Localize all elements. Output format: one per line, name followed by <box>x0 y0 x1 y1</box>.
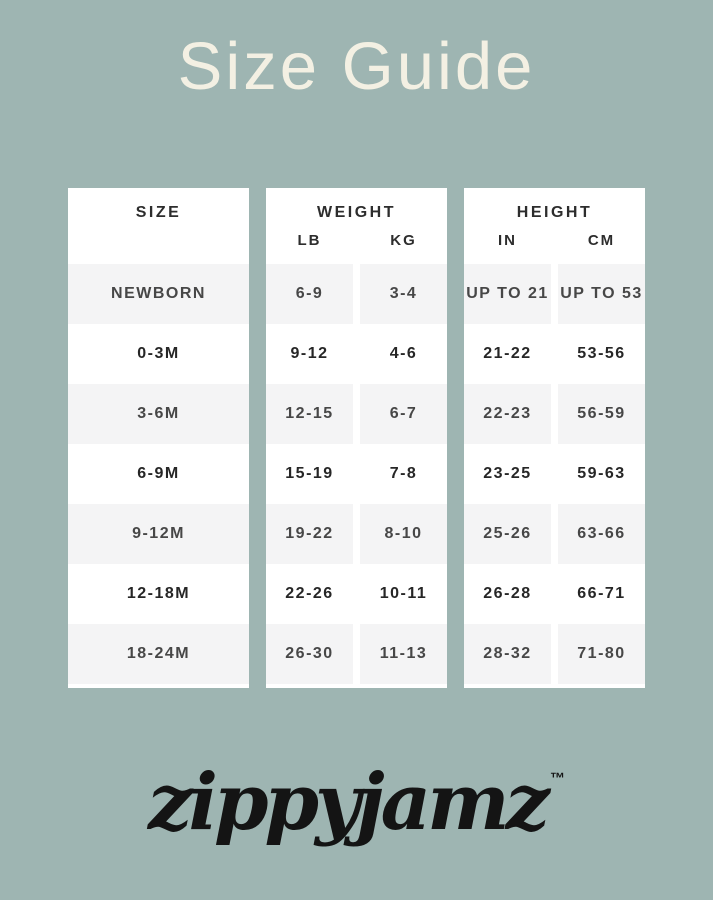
table-row: 6-9M <box>68 444 249 504</box>
weight-kg-cell: 4-6 <box>360 324 447 384</box>
height-cm-cell: 59-63 <box>558 444 645 504</box>
table-row: 9-12 4-6 <box>266 324 447 384</box>
weight-subheaders: LB KG <box>266 232 447 249</box>
table-row: 12-15 6-7 <box>266 384 447 444</box>
height-cm-cell: 71-80 <box>558 624 645 684</box>
table-row: 3-6M <box>68 384 249 444</box>
weight-kg-cell: 3-4 <box>360 264 447 324</box>
table-row: UP TO 21 UP TO 53 <box>464 264 645 324</box>
height-unit-in: IN <box>498 232 517 249</box>
height-table: HEIGHT IN CM UP TO 21 UP TO 53 21-22 53-… <box>464 188 645 688</box>
table-row: 9-12M <box>68 504 249 564</box>
weight-unit-lb: LB <box>297 232 322 249</box>
height-in-cell: 23-25 <box>464 444 551 504</box>
table-row: 28-32 71-80 <box>464 624 645 684</box>
height-in-cell: UP TO 21 <box>464 264 551 324</box>
weight-lb-cell: 9-12 <box>266 324 353 384</box>
tables-container: SIZE NEWBORN 0-3M 3-6M 6-9M 9-12M 12-18M… <box>68 188 645 688</box>
weight-table: WEIGHT LB KG 6-9 3-4 9-12 4-6 12-15 6-7 … <box>266 188 447 688</box>
table-row: 21-22 53-56 <box>464 324 645 384</box>
height-in-cell: 22-23 <box>464 384 551 444</box>
table-row: 19-22 8-10 <box>266 504 447 564</box>
weight-lb-cell: 19-22 <box>266 504 353 564</box>
size-cell: 12-18M <box>68 564 249 624</box>
weight-kg-cell: 11-13 <box>360 624 447 684</box>
weight-lb-cell: 12-15 <box>266 384 353 444</box>
table-row: 22-26 10-11 <box>266 564 447 624</box>
table-row: 25-26 63-66 <box>464 504 645 564</box>
weight-unit-kg: KG <box>390 232 417 249</box>
height-in-cell: 26-28 <box>464 564 551 624</box>
table-row: 26-28 66-71 <box>464 564 645 624</box>
weight-lb-cell: 22-26 <box>266 564 353 624</box>
weight-lb-cell: 15-19 <box>266 444 353 504</box>
height-in-cell: 21-22 <box>464 324 551 384</box>
table-row: 18-24M <box>68 624 249 684</box>
size-header-label: SIZE <box>135 204 182 221</box>
size-table: SIZE NEWBORN 0-3M 3-6M 6-9M 9-12M 12-18M… <box>68 188 249 688</box>
height-in-cell: 25-26 <box>464 504 551 564</box>
weight-kg-cell: 7-8 <box>360 444 447 504</box>
logo-text: zippyjamz <box>148 757 550 848</box>
size-cell: 18-24M <box>68 624 249 684</box>
height-cm-cell: 53-56 <box>558 324 645 384</box>
height-cm-cell: 56-59 <box>558 384 645 444</box>
table-row: NEWBORN <box>68 264 249 324</box>
size-cell: 0-3M <box>68 324 249 384</box>
weight-table-header: WEIGHT LB KG <box>266 188 447 264</box>
height-unit-cm: CM <box>587 232 616 249</box>
table-row: 22-23 56-59 <box>464 384 645 444</box>
table-row: 6-9 3-4 <box>266 264 447 324</box>
height-header-label: HEIGHT <box>516 204 593 221</box>
size-cell: 9-12M <box>68 504 249 564</box>
weight-kg-cell: 10-11 <box>360 564 447 624</box>
height-table-header: HEIGHT IN CM <box>464 188 645 264</box>
table-row: 0-3M <box>68 324 249 384</box>
trademark-symbol: ™ <box>549 770 565 787</box>
height-in-cell: 28-32 <box>464 624 551 684</box>
weight-header-label: WEIGHT <box>317 204 396 221</box>
size-cell: 6-9M <box>68 444 249 504</box>
height-cm-cell: UP TO 53 <box>558 264 645 324</box>
height-cm-cell: 66-71 <box>558 564 645 624</box>
table-row: 23-25 59-63 <box>464 444 645 504</box>
size-cell: NEWBORN <box>68 264 249 324</box>
weight-kg-cell: 8-10 <box>360 504 447 564</box>
table-row: 12-18M <box>68 564 249 624</box>
weight-lb-cell: 26-30 <box>266 624 353 684</box>
weight-kg-cell: 6-7 <box>360 384 447 444</box>
table-row: 15-19 7-8 <box>266 444 447 504</box>
size-cell: 3-6M <box>68 384 249 444</box>
table-row: 26-30 11-13 <box>266 624 447 684</box>
zippyjamz-logo: zippyjamz ™ <box>0 748 713 857</box>
page-title: Size Guide <box>177 29 536 104</box>
height-subheaders: IN CM <box>464 232 645 249</box>
size-table-header: SIZE <box>68 188 249 264</box>
height-cm-cell: 63-66 <box>558 504 645 564</box>
weight-lb-cell: 6-9 <box>266 264 353 324</box>
